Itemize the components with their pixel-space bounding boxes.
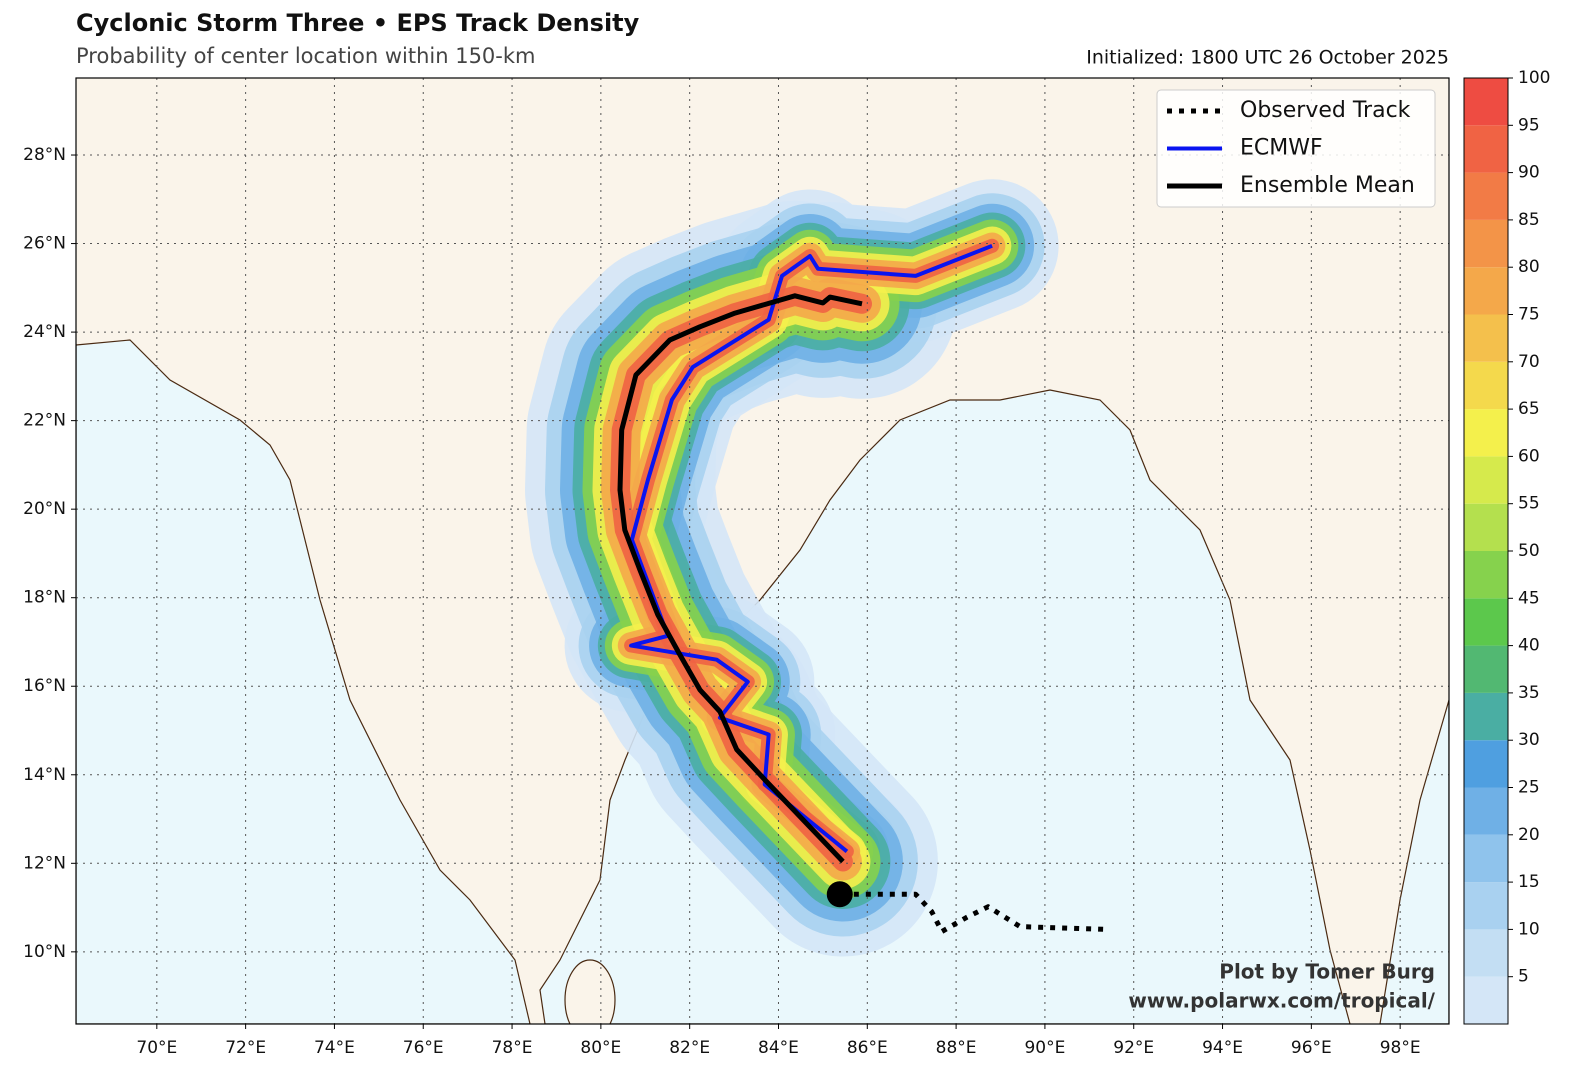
y-tick-label: 14°N [23, 765, 66, 785]
colorbar-band [1464, 219, 1508, 268]
subtitle: Probability of center location within 15… [76, 44, 536, 68]
colorbar-band [1464, 551, 1508, 599]
legend-box [1156, 89, 1436, 208]
x-tick-label: 78°E [492, 1038, 533, 1058]
track-line [617, 293, 863, 864]
colorbar-band [1464, 929, 1508, 977]
x-tick-label: 86°E [847, 1038, 888, 1058]
colorbar-tick-label: 80 [1518, 257, 1540, 277]
y-tick-label: 16°N [23, 676, 66, 696]
x-tick-label: 88°E [936, 1038, 977, 1058]
colorbar-tick-label: 35 [1518, 683, 1540, 703]
colorbar-tick-label: 75 [1518, 305, 1540, 325]
colorbar-band [1464, 409, 1508, 457]
x-tick-label: 74°E [314, 1038, 355, 1058]
colorbar-tick-label: 40 [1518, 636, 1540, 656]
colorbar-tick-label: 20 [1518, 825, 1540, 845]
colorbar-tick-label: 5 [1518, 967, 1529, 987]
colorbar-band [1464, 314, 1508, 362]
track-line [629, 243, 993, 853]
y-tick-label: 12°N [23, 853, 66, 873]
tracks [617, 243, 1104, 934]
legend-label: Observed Track [1240, 98, 1411, 123]
colorbar-band [1464, 692, 1508, 741]
colorbar-band [1464, 834, 1508, 883]
y-tick-label: 10°N [23, 942, 66, 962]
colorbar-tick-label: 55 [1518, 494, 1540, 514]
colorbar-band [1464, 361, 1508, 410]
colorbar-tick-label: 30 [1518, 730, 1540, 750]
current-position [826, 881, 853, 908]
andaman-sea [1379, 699, 1449, 1024]
colorbar-tick-label: 85 [1518, 210, 1540, 230]
colorbar-tick-label: 50 [1518, 541, 1540, 561]
x-tick-label: 98°E [1380, 1038, 1421, 1058]
credit-url: www.polarwx.com/tropical/ [1128, 989, 1435, 1013]
colorbar-tick-label: 15 [1518, 872, 1540, 892]
x-tick-label: 92°E [1113, 1038, 1154, 1058]
colorbar-band [1464, 78, 1508, 126]
x-tick-label: 90°E [1024, 1038, 1065, 1058]
arabian-sea [76, 339, 531, 1024]
colorbar-band [1464, 976, 1508, 1024]
init-time: Initialized: 1800 UTC 26 October 2025 [1086, 47, 1449, 69]
colorbar-band [1464, 125, 1508, 173]
colorbar-tick-label: 45 [1518, 588, 1540, 608]
colorbar-band [1464, 882, 1508, 930]
title: Cyclonic Storm Three • EPS Track Density [76, 9, 640, 37]
colorbar-band [1464, 456, 1508, 504]
colorbar-band [1464, 598, 1508, 646]
colorbar-band [1464, 267, 1508, 315]
map-frame [75, 77, 1450, 1025]
y-tick-label: 22°N [23, 411, 66, 431]
x-tick-label: 84°E [758, 1038, 799, 1058]
colorbar-band [1464, 503, 1508, 551]
map-area [76, 78, 1449, 1024]
axes: 70°E 72°E 74°E 76°E 78°E 80°E 82°E 84°E 86°E 88°E… [23, 145, 1420, 1058]
x-tick-label: 80°E [580, 1038, 621, 1058]
colorbar: 5 10 15 20 25 30 35 40 45 50 55 60 65 70 75 80 85 90 95 100 [1463, 68, 1550, 1025]
colorbar-tick-label: 70 [1518, 352, 1540, 372]
colorbar-tick-label: 100 [1518, 68, 1550, 88]
x-tick-label: 72°E [225, 1038, 266, 1058]
legend: Observed Track ECMWF Ensemble Mean [1156, 89, 1436, 208]
sri-lanka [564, 959, 616, 1024]
legend-label: Ensemble Mean [1240, 173, 1415, 198]
colorbar-band [1464, 645, 1508, 693]
colorbar-band [1464, 787, 1508, 835]
x-tick-label: 76°E [403, 1038, 444, 1058]
colorbar-tick-label: 60 [1518, 446, 1540, 466]
colorbar-tick-label: 25 [1518, 778, 1540, 798]
credit-name: Plot by Tomer Burg [1219, 960, 1435, 984]
x-tick-label: 94°E [1202, 1038, 1243, 1058]
y-tick-label: 18°N [23, 588, 66, 608]
colorbar-tick-label: 90 [1518, 163, 1540, 183]
track-line [839, 891, 1104, 934]
x-tick-label: 82°E [669, 1038, 710, 1058]
colorbar-band [1464, 172, 1508, 220]
y-tick-label: 28°N [23, 145, 66, 165]
colorbar-tick-label: 95 [1518, 115, 1540, 135]
y-tick-label: 26°N [23, 234, 66, 254]
x-tick-label: 96°E [1291, 1038, 1332, 1058]
y-tick-label: 20°N [23, 499, 66, 519]
colorbar-band [1464, 740, 1508, 788]
x-tick-label: 70°E [136, 1038, 177, 1058]
colorbar-tick-label: 65 [1518, 399, 1540, 419]
legend-label: ECMWF [1240, 136, 1323, 161]
colorbar-tick-label: 10 [1518, 919, 1540, 939]
y-tick-label: 24°N [23, 322, 66, 342]
